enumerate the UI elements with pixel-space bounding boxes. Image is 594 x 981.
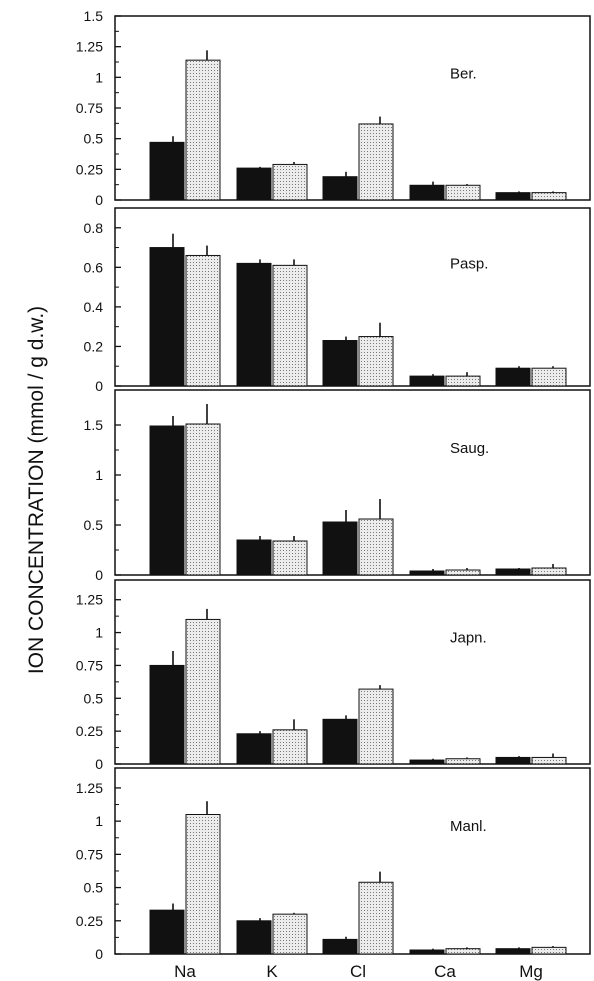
bar-stippled-mg xyxy=(531,567,567,576)
bar-dark-cl xyxy=(322,340,358,387)
y-tick-label: 1 xyxy=(95,69,103,85)
y-tick-label: 1 xyxy=(95,813,103,829)
bar-stippled-na xyxy=(185,423,221,576)
y-tick-label: 1.25 xyxy=(76,592,103,608)
bar-stippled-ca xyxy=(445,569,481,576)
y-tick-label: 0.75 xyxy=(76,100,103,116)
y-tick-label: 0.6 xyxy=(84,259,104,275)
chart-panels: 0 0.25 0.5 0.75 1 1.25 1.5 Ber. 0 0.2 0.4 0.6 0.8 Pas… xyxy=(76,8,591,962)
y-tick-label: 0.25 xyxy=(76,161,103,177)
y-tick-label: 1.25 xyxy=(76,780,103,796)
bar-stippled-mg xyxy=(531,367,567,387)
panel-name: Manl. xyxy=(450,818,487,835)
y-tick-label: 0 xyxy=(95,378,103,394)
panel-name: Pasp. xyxy=(450,256,488,273)
bar-stippled-k xyxy=(272,540,308,576)
bar-stippled-na xyxy=(185,814,221,955)
category-labels: Na K Cl Ca Mg xyxy=(174,962,543,981)
y-tick-label: 0 xyxy=(95,946,103,962)
bar-stippled-na xyxy=(185,618,221,765)
y-tick-label: 0.25 xyxy=(76,913,103,929)
bar-dark-cl xyxy=(322,718,358,765)
bar-stippled-cl xyxy=(358,688,394,765)
bar-stippled-k xyxy=(272,264,308,387)
category-label-cl: Cl xyxy=(350,962,366,981)
y-tick-label: 0.5 xyxy=(84,131,104,147)
bar-stippled-na xyxy=(185,254,221,387)
category-label-mg: Mg xyxy=(519,962,543,981)
bar-dark-k xyxy=(236,539,272,576)
bar-stippled-cl xyxy=(358,336,394,387)
panel-4: 0 0.25 0.5 0.75 1 1.25 Japn. xyxy=(76,579,591,772)
y-tick-label: 0.5 xyxy=(84,690,104,706)
bar-dark-na xyxy=(149,425,185,576)
bar-stippled-cl xyxy=(358,123,394,201)
bar-dark-cl xyxy=(322,938,358,955)
y-tick-label: 0.75 xyxy=(76,657,103,673)
bar-dark-ca xyxy=(409,375,445,387)
y-tick-label: 0.2 xyxy=(84,338,104,354)
y-tick-label: 0 xyxy=(95,567,103,583)
bar-dark-mg xyxy=(495,756,531,765)
bar-dark-k xyxy=(236,167,272,201)
y-tick-label: 1 xyxy=(95,625,103,641)
bar-dark-mg xyxy=(495,192,531,201)
bar-dark-na xyxy=(149,247,185,387)
bar-dark-na xyxy=(149,141,185,201)
panel-3: 0 0.5 1 1.5 Saug. xyxy=(84,389,591,583)
bar-dark-mg xyxy=(495,948,531,955)
panel-2: 0 0.2 0.4 0.6 0.8 Pasp. xyxy=(84,207,591,394)
bar-stippled-cl xyxy=(358,518,394,576)
bar-stippled-k xyxy=(272,729,308,765)
bar-stippled-mg xyxy=(531,756,567,765)
bar-stippled-mg xyxy=(531,192,567,201)
bar-dark-ca xyxy=(409,570,445,576)
bar-dark-mg xyxy=(495,568,531,576)
y-tick-label: 1.25 xyxy=(76,39,103,55)
category-label-ca: Ca xyxy=(434,962,456,981)
bar-dark-ca xyxy=(409,184,445,201)
bar-stippled-ca xyxy=(445,375,481,387)
bar-stippled-cl xyxy=(358,881,394,955)
bar-stippled-mg xyxy=(531,946,567,955)
panel-name: Japn. xyxy=(450,630,487,647)
bar-dark-cl xyxy=(322,521,358,576)
y-axis-label: ION CONCENTRATION (mmol / g d.w.) xyxy=(25,306,48,674)
y-tick-label: 0.5 xyxy=(84,517,104,533)
y-tick-label: 1 xyxy=(95,467,103,483)
y-tick-label: 0 xyxy=(95,192,103,208)
bar-dark-cl xyxy=(322,176,358,201)
bar-stippled-k xyxy=(272,163,308,201)
y-tick-label: 0 xyxy=(95,756,103,772)
bar-dark-k xyxy=(236,262,272,387)
bar-dark-k xyxy=(236,733,272,765)
panel-1: 0 0.25 0.5 0.75 1 1.25 1.5 Ber. xyxy=(76,8,591,208)
bar-dark-na xyxy=(149,664,185,765)
bar-stippled-ca xyxy=(445,184,481,201)
bar-stippled-ca xyxy=(445,758,481,765)
bar-dark-ca xyxy=(409,759,445,765)
panel-5: 0 0.25 0.5 0.75 1 1.25 Manl. xyxy=(76,767,591,962)
bar-dark-mg xyxy=(495,367,531,387)
y-tick-label: 1.5 xyxy=(84,8,104,24)
bar-dark-k xyxy=(236,920,272,955)
category-label-k: K xyxy=(266,962,278,981)
y-tick-label: 0.8 xyxy=(84,220,104,236)
bar-dark-ca xyxy=(409,949,445,955)
bar-dark-na xyxy=(149,909,185,955)
y-tick-label: 0.75 xyxy=(76,846,103,862)
bar-stippled-ca xyxy=(445,948,481,955)
y-tick-label: 0.5 xyxy=(84,880,104,896)
panel-name: Ber. xyxy=(450,66,477,83)
y-tick-label: 0.25 xyxy=(76,723,103,739)
y-tick-label: 1.5 xyxy=(84,417,104,433)
panel-name: Saug. xyxy=(450,440,489,457)
bar-stippled-k xyxy=(272,913,308,955)
y-tick-label: 0.4 xyxy=(84,299,104,315)
category-label-na: Na xyxy=(174,962,196,981)
bar-stippled-na xyxy=(185,59,221,201)
